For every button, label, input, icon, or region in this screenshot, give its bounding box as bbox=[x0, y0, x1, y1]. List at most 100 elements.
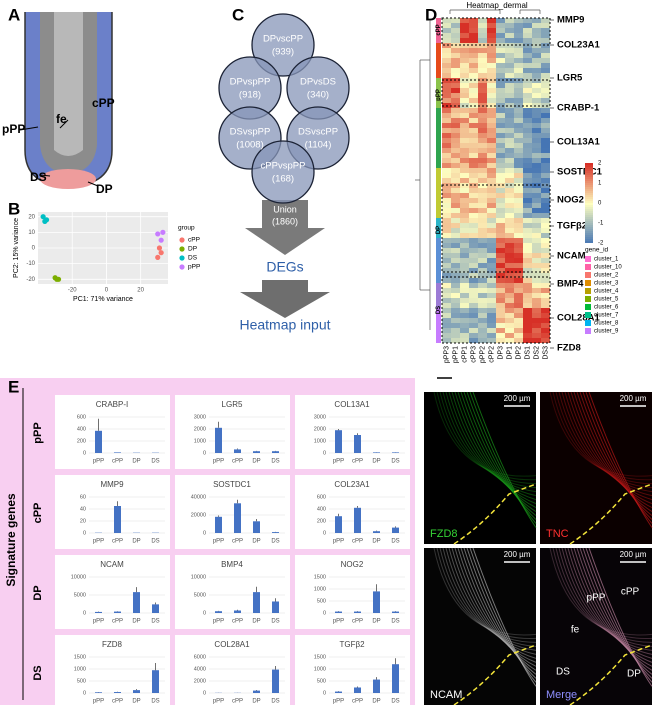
tissue-streak bbox=[469, 547, 537, 683]
label: 200 µm bbox=[504, 550, 531, 559]
core bbox=[54, 12, 83, 156]
heatmap-cell bbox=[460, 83, 469, 88]
heatmap-cell bbox=[478, 213, 487, 218]
heatmap-cell bbox=[478, 198, 487, 203]
heatmap-cell bbox=[451, 263, 460, 268]
heatmap-cell bbox=[469, 158, 478, 163]
heatmap-cell bbox=[541, 193, 550, 198]
heatmap-cell bbox=[541, 303, 550, 308]
heatmap-cell bbox=[505, 168, 514, 173]
heatmap-cell bbox=[514, 163, 523, 168]
heatmap-cell bbox=[442, 88, 451, 93]
heatmap-cell bbox=[514, 213, 523, 218]
heatmap-cell bbox=[460, 68, 469, 73]
label: DS bbox=[151, 619, 159, 625]
heatmap-cell bbox=[532, 203, 541, 208]
heatmap-cell bbox=[514, 108, 523, 113]
heatmap-cell bbox=[496, 143, 505, 148]
heatmap-cell bbox=[469, 58, 478, 63]
heatmap-cell bbox=[514, 48, 523, 53]
heatmap-cell bbox=[496, 53, 505, 58]
heatmap-cell bbox=[451, 193, 460, 198]
heatmap-cell bbox=[478, 18, 487, 23]
heatmap-cell bbox=[469, 73, 478, 78]
heatmap-cell bbox=[451, 93, 460, 98]
label: 200 bbox=[77, 438, 86, 444]
heatmap-cell bbox=[451, 158, 460, 163]
heatmap-cell bbox=[478, 93, 487, 98]
heatmap-cell bbox=[532, 278, 541, 283]
label: 60 bbox=[80, 494, 86, 500]
heatmap-cell bbox=[523, 33, 532, 38]
heatmap-cell bbox=[478, 118, 487, 123]
bar bbox=[373, 452, 380, 453]
label: Heatmap_dermal bbox=[466, 1, 528, 10]
heatmap-cell bbox=[487, 303, 496, 308]
heatmap-cell bbox=[541, 118, 550, 123]
colorbar-step bbox=[585, 167, 593, 169]
label: pPP bbox=[32, 422, 44, 443]
row-annotation bbox=[436, 168, 441, 218]
heatmap-cell bbox=[487, 338, 496, 343]
label: 0 bbox=[323, 530, 326, 536]
heatmap-cell bbox=[523, 138, 532, 143]
heatmap-cell bbox=[478, 323, 487, 328]
heatmap-cell bbox=[532, 248, 541, 253]
heatmap-cell bbox=[442, 313, 451, 318]
heatmap-cell bbox=[442, 123, 451, 128]
tissue-streak bbox=[585, 391, 653, 524]
label: DS bbox=[30, 170, 47, 184]
heatmap-cell bbox=[532, 173, 541, 178]
label: DS bbox=[391, 459, 399, 465]
point bbox=[158, 237, 164, 243]
point bbox=[155, 254, 161, 260]
heatmap-cell bbox=[532, 178, 541, 183]
tissue-streak bbox=[442, 391, 537, 489]
boundary bbox=[569, 644, 653, 705]
label: 0 bbox=[203, 450, 206, 456]
heatmap-cell bbox=[523, 38, 532, 43]
heatmap-cell bbox=[487, 88, 496, 93]
label: 400 bbox=[317, 506, 326, 512]
heatmap-cell bbox=[505, 263, 514, 268]
label: DP bbox=[372, 619, 380, 625]
heatmap-cell bbox=[460, 268, 469, 273]
heatmap-cell bbox=[442, 128, 451, 133]
bar bbox=[253, 521, 260, 533]
heatmap-cell bbox=[523, 98, 532, 103]
heatmap-cell bbox=[496, 238, 505, 243]
heatmap-cell bbox=[541, 283, 550, 288]
heatmap-cell bbox=[451, 48, 460, 53]
heatmap-cell bbox=[442, 308, 451, 313]
heatmap-cell bbox=[478, 333, 487, 338]
heatmap-cell bbox=[469, 173, 478, 178]
heatmap-cell bbox=[478, 268, 487, 273]
heatmap-cell bbox=[478, 58, 487, 63]
label: DSvspPP bbox=[230, 127, 271, 138]
heatmap-cell bbox=[487, 63, 496, 68]
colorbar-step bbox=[585, 189, 593, 191]
heatmap-cell bbox=[478, 243, 487, 248]
heatmap-cell bbox=[541, 238, 550, 243]
heatmap-cell bbox=[532, 58, 541, 63]
heatmap-cell bbox=[460, 258, 469, 263]
heatmap-cell bbox=[451, 23, 460, 28]
label: NOG2 bbox=[341, 560, 364, 569]
tissue-streak bbox=[454, 391, 537, 505]
heatmap-cell bbox=[532, 198, 541, 203]
heatmap-cell bbox=[541, 63, 550, 68]
heatmap-cell bbox=[487, 288, 496, 293]
heatmap-cell bbox=[496, 38, 505, 43]
heatmap-cell bbox=[469, 33, 478, 38]
heatmap-cell bbox=[442, 203, 451, 208]
heatmap-cell bbox=[478, 153, 487, 158]
colorbar-step bbox=[585, 217, 593, 219]
bar bbox=[392, 664, 399, 693]
heatmap-cell bbox=[541, 253, 550, 258]
heatmap-cell bbox=[514, 203, 523, 208]
label: pPP1 bbox=[452, 346, 459, 363]
label: -2 bbox=[598, 241, 604, 247]
heatmap-cell bbox=[442, 263, 451, 268]
heatmap-cell bbox=[460, 323, 469, 328]
heatmap-cell bbox=[451, 218, 460, 223]
